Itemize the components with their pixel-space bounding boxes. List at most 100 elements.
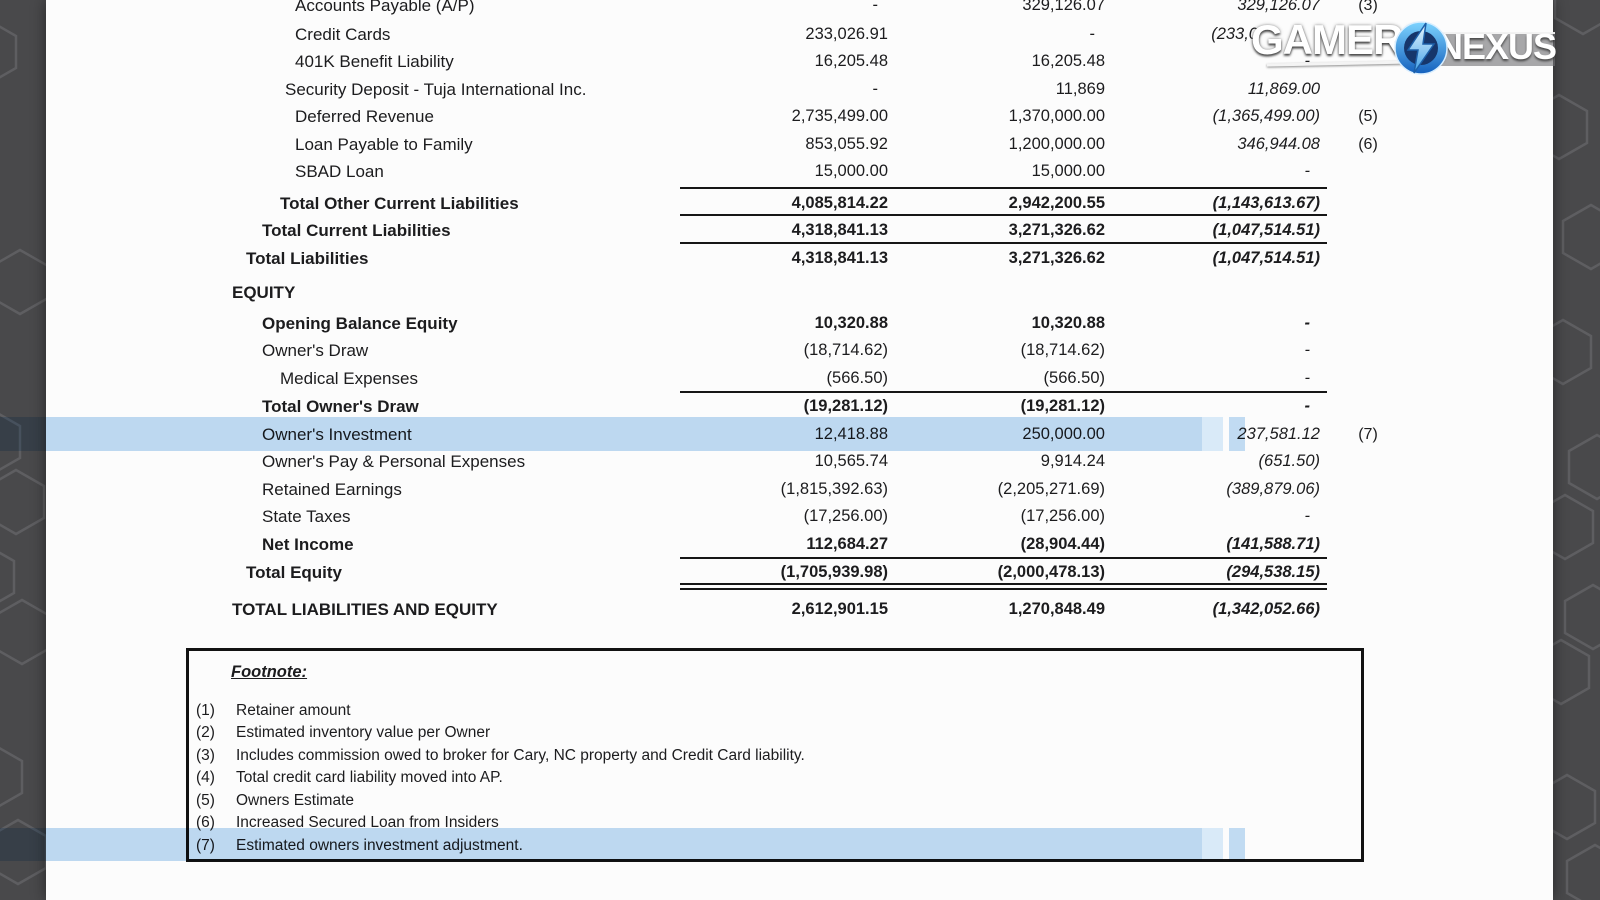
cell-c3: (233,0 [1211, 25, 1258, 43]
row-label: Total Owner's Draw [262, 397, 419, 416]
cell-c1: 16,205.48 [814, 52, 888, 70]
row-label: Loan Payable to Family [295, 135, 473, 154]
cell-c3: (1,365,499.00) [1212, 107, 1320, 125]
cell-c1: 112,684.27 [806, 535, 888, 553]
rule-above-total-equity [680, 557, 1327, 559]
cell-c2: 15,000.00 [1031, 162, 1105, 180]
footnote-text: Estimated owners investment adjustment. [236, 837, 523, 854]
footnote-number: (5) [196, 792, 215, 809]
balance-sheet-page: EQUITY Accounts Payable (A/P) - 329,126.07… [46, 0, 1553, 900]
row-label: Total Current Liabilities [262, 221, 451, 240]
footnote-number: (4) [196, 769, 215, 786]
footnote-ref: (7) [1358, 426, 1378, 443]
lightning-globe-icon [1394, 21, 1448, 75]
footnote-text: Owners Estimate [236, 792, 355, 809]
row-label: Retained Earnings [262, 480, 402, 499]
footnote-item: (2) Estimated inventory value per Owner [189, 722, 1355, 744]
table-row: TOTAL LIABILITIES AND EQUITY 2,612,901.15… [46, 596, 1553, 623]
footnote-item: (7) Estimated owners investment adjustmen… [189, 835, 1355, 857]
cell-c1: 853,055.92 [805, 135, 888, 153]
cell-c2: 1,270,848.49 [1008, 600, 1105, 618]
rule-below-total-other [680, 214, 1327, 216]
cell-c2: 10,320.88 [1031, 314, 1105, 332]
cell-c3: - [1304, 397, 1311, 415]
footnote-ref: (3) [1358, 0, 1378, 14]
cell-c2: 329,126.07 [1022, 0, 1105, 14]
cell-c1: (1,815,392.63) [780, 480, 888, 498]
footnote-item: (5) Owners Estimate [189, 790, 1355, 812]
cell-c3: 346,944.08 [1237, 135, 1320, 153]
cell-c3: (1,047,514.51) [1212, 221, 1320, 239]
cell-c1: 2,612,901.15 [791, 600, 888, 618]
cell-c2: 11,869 [1055, 80, 1105, 98]
footnote-number: (1) [196, 702, 215, 719]
table-row: Total Liabilities 4,318,841.13 3,271,326.6… [46, 245, 1553, 272]
cell-c1: (566.50) [826, 369, 888, 387]
backdrop-hex-strip-left [0, 0, 46, 900]
cell-c2: - [1089, 25, 1096, 43]
table-row: Total Equity (1,705,939.98) (2,000,478.13)… [46, 559, 1553, 586]
footnote-text: Increased Secured Loan from Insiders [236, 814, 499, 831]
row-label: Total Equity [246, 563, 343, 582]
section-heading-equity: EQUITY [232, 283, 296, 302]
cell-c2: (566.50) [1043, 369, 1105, 387]
row-label: Total Liabilities [246, 249, 369, 268]
footnote-number: (2) [196, 724, 215, 741]
cell-c2: 3,271,326.62 [1008, 249, 1105, 267]
row-label: Accounts Payable (A/P) [295, 0, 475, 15]
table-row: Deferred Revenue 2,735,499.00 1,370,000.00… [46, 103, 1553, 130]
cell-c2: 3,271,326.62 [1008, 221, 1105, 239]
hexagon-pattern-icon [0, 25, 46, 886]
cell-c1: (19,281.12) [803, 397, 888, 415]
cell-c2: (17,256.00) [1020, 507, 1105, 525]
cell-c2: 2,942,200.55 [1008, 194, 1105, 212]
cell-c3: (1,143,613.67) [1212, 194, 1320, 212]
cell-c1: 10,565.74 [814, 452, 888, 470]
table-row: Total Current Liabilities 4,318,841.13 3,2… [46, 217, 1553, 244]
table-row: Owner's Pay & Personal Expenses 10,565.74… [46, 448, 1553, 475]
footnote-text: Estimated inventory value per Owner [236, 724, 491, 741]
cell-c3: (651.50) [1258, 452, 1320, 470]
cell-c2: 1,200,000.00 [1008, 135, 1105, 153]
footnote-item: (1) Retainer amount [189, 700, 1355, 722]
row-label: Total Other Current Liabilities [280, 194, 519, 213]
cell-c1: 4,318,841.13 [791, 221, 888, 239]
table-row: Opening Balance Equity 10,320.88 10,320.88… [46, 310, 1553, 337]
footnote-number: (7) [196, 837, 215, 854]
cell-c2: (19,281.12) [1020, 397, 1105, 415]
cell-c2: 1,370,000.00 [1008, 107, 1105, 125]
footnote-ref: (6) [1358, 136, 1378, 153]
table-row: Medical Expenses (566.50) (566.50) - [46, 365, 1553, 392]
cell-c1: 233,026.91 [805, 25, 888, 43]
backdrop-hex-strip-right [1553, 0, 1600, 900]
footnote-number: (6) [196, 814, 215, 831]
gamersnexus-watermark: GAMERS NEXUS [1245, 8, 1600, 88]
brand-text-nexus: NEXUS [1437, 26, 1557, 67]
cell-c1: 2,735,499.00 [791, 107, 888, 125]
row-label: SBAD Loan [295, 162, 384, 181]
cell-c1: (1,705,939.98) [780, 563, 888, 581]
footnote-box: Footnote: (1) Retainer amount (2) Estimated… [186, 648, 1364, 862]
cell-c3: - [1304, 341, 1311, 359]
cell-c3: 329,126.07 [1237, 0, 1320, 14]
cell-c3: - [1304, 507, 1311, 525]
cell-c3: (1,047,514.51) [1212, 249, 1320, 267]
row-label: Medical Expenses [280, 369, 418, 388]
cell-c3: (141,588.71) [1226, 535, 1320, 553]
footnote-title: Footnote: [231, 663, 308, 681]
rule-below-total-equity-2 [680, 588, 1327, 590]
table-row: SBAD Loan 15,000.00 15,000.00 - [46, 158, 1553, 185]
footnote-ref: (5) [1358, 108, 1378, 125]
cell-c1: 4,085,814.22 [791, 194, 888, 212]
cell-c3: (389,879.06) [1226, 480, 1320, 498]
hexagon-pattern-icon [1553, 0, 1600, 900]
cell-c3: - [1304, 52, 1311, 70]
table-row: Total Other Current Liabilities 4,085,814… [46, 190, 1553, 217]
cell-c3: - [1304, 369, 1311, 387]
row-label: Owner's Draw [262, 341, 369, 360]
rule-above-total-other [680, 187, 1327, 189]
row-label: Opening Balance Equity [262, 314, 458, 333]
cell-c2: (28,904.44) [1020, 535, 1105, 553]
cell-c2: (2,205,271.69) [997, 480, 1105, 498]
rule-below-total-current [680, 242, 1327, 244]
